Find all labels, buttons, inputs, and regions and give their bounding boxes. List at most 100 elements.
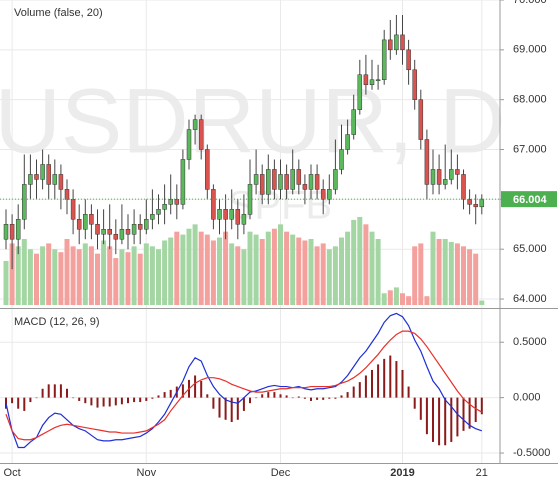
volume-bar	[430, 231, 436, 305]
histogram-bar	[407, 386, 410, 398]
histogram-bar	[413, 397, 416, 409]
volume-bar	[467, 249, 473, 305]
histogram-bar	[334, 397, 337, 399]
macd-legend: MACD (12, 26, 9)	[14, 316, 100, 328]
candle-body	[58, 174, 64, 190]
volume-bar	[82, 243, 88, 305]
candle-body	[400, 34, 405, 51]
histogram-bar	[230, 397, 233, 423]
histogram-bar	[261, 394, 264, 398]
candle-body	[205, 149, 210, 190]
histogram-bar	[163, 392, 166, 398]
histogram-bar	[450, 397, 453, 442]
plot-layer	[0, 0, 500, 463]
volume-bar	[143, 243, 149, 305]
candle-body	[235, 209, 241, 225]
macd-line	[5, 330, 483, 441]
candle-body	[70, 199, 76, 220]
candle-body	[198, 119, 204, 150]
histogram-bar	[255, 397, 258, 399]
volume-bar	[302, 240, 308, 305]
candle-body	[302, 184, 308, 190]
histogram-bar	[401, 369, 404, 398]
volume-bar	[296, 237, 302, 305]
histogram-bar	[273, 392, 276, 398]
histogram-bar	[395, 361, 398, 398]
volume-bar	[101, 240, 107, 305]
volume-bar	[241, 249, 247, 305]
histogram-bar	[438, 397, 441, 446]
histogram-bar	[236, 397, 239, 420]
histogram-bar	[120, 397, 123, 405]
candle-body	[28, 174, 33, 185]
candle-body	[467, 199, 472, 205]
histogram-bar	[358, 382, 361, 398]
volume-bar	[88, 246, 94, 305]
candle-body	[388, 39, 393, 51]
candle-body	[229, 209, 234, 220]
histogram-bar	[462, 397, 465, 431]
volume-bar	[448, 241, 454, 305]
volume-bar	[436, 239, 442, 305]
x-tick-label: 2019	[390, 467, 414, 479]
volume-bar	[357, 217, 363, 305]
volume-bar	[339, 237, 344, 305]
histogram-bar	[206, 394, 209, 398]
candle-body	[308, 174, 314, 190]
candle-body	[150, 214, 155, 220]
volume-bar	[125, 252, 131, 305]
x-tick-label: Dec	[271, 467, 291, 479]
volume-bar	[314, 246, 320, 305]
histogram-bar	[102, 397, 105, 407]
volume-bar	[271, 228, 277, 305]
histogram-bar	[316, 397, 319, 400]
volume-bar	[351, 219, 357, 305]
histogram-bar	[11, 397, 14, 404]
last-price-box	[501, 191, 557, 208]
candle-body	[89, 214, 94, 225]
histogram-bar	[78, 397, 81, 401]
histogram-bar	[59, 384, 62, 398]
histogram-bar	[108, 397, 111, 407]
histogram-bar	[267, 392, 270, 398]
candle-body	[211, 189, 216, 220]
candle-body	[394, 34, 399, 51]
y-tick-label: -0.5000	[513, 447, 550, 459]
volume-bar	[46, 243, 52, 305]
volume-bar	[320, 243, 326, 305]
candle-body	[101, 229, 106, 235]
histogram-bar	[90, 397, 93, 406]
histogram-bar	[310, 397, 312, 401]
candle-body	[320, 189, 326, 200]
candle-body	[83, 214, 88, 230]
histogram-bar	[66, 388, 68, 398]
histogram-bar	[377, 364, 380, 398]
y-tick-label: 68.000	[513, 94, 547, 106]
volume-bar	[9, 243, 15, 305]
volume-bar	[137, 253, 143, 305]
candle-body	[266, 169, 271, 195]
histogram-bar	[114, 397, 117, 406]
histogram-bar	[352, 386, 355, 398]
histogram-bar	[169, 389, 172, 398]
volume-bar	[156, 249, 161, 305]
histogram-bar	[151, 397, 154, 399]
histogram-bar	[364, 375, 367, 398]
candle-body	[351, 109, 356, 135]
candle-body	[144, 219, 149, 230]
candle-body	[46, 164, 51, 185]
volume-bar	[192, 224, 198, 305]
candle-body	[40, 164, 45, 180]
y-tick-label: 0.000	[513, 392, 541, 404]
volume-legend: Volume (false, 20)	[14, 7, 103, 19]
candle-body	[156, 209, 161, 215]
volume-bar	[259, 239, 265, 305]
histogram-bar	[297, 396, 300, 398]
candle-body	[449, 169, 454, 180]
volume-bar	[424, 296, 430, 305]
volume-bar	[204, 234, 210, 305]
volume-bar	[387, 290, 393, 305]
x-tick-label: 21	[476, 467, 488, 479]
histogram-bar	[157, 395, 160, 398]
candle-body	[174, 199, 180, 205]
